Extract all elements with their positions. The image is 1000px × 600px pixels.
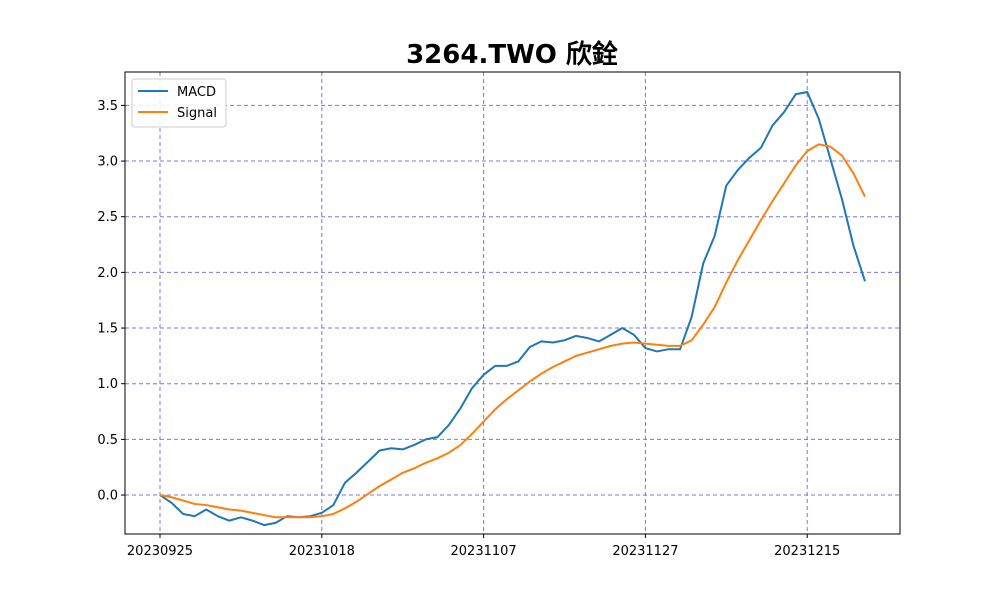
- x-tick-label: 20231018: [289, 544, 355, 559]
- y-tick-label: 2.0: [97, 266, 118, 281]
- x-tick-label: 20230925: [127, 544, 193, 559]
- legend: MACD Signal: [131, 78, 227, 128]
- y-tick-label: 0.0: [97, 489, 118, 504]
- y-tick-label: 0.5: [97, 433, 118, 448]
- y-tick-label: 3.5: [97, 99, 118, 114]
- series-line-macd: [159, 91, 866, 527]
- y-tick-label: 2.5: [97, 210, 118, 225]
- legend-label-macd: MACD: [177, 85, 216, 100]
- y-tick-label: 1.5: [97, 322, 118, 337]
- plot-area: [124, 71, 901, 535]
- y-tick-label: 1.0: [97, 377, 118, 392]
- x-tick-label: 20231215: [774, 544, 840, 559]
- chart-title: 3264.TWO 欣銓: [406, 39, 618, 70]
- x-tick-label: 20231107: [451, 544, 517, 559]
- x-tick-label: 20231127: [612, 544, 678, 559]
- series-line-signal: [159, 143, 866, 519]
- series-lines: [159, 91, 866, 527]
- y-tick-label: 3.0: [97, 155, 118, 170]
- grid: [125, 72, 900, 534]
- axis-ticks: 0.0 0.5 1.0 1.5 2.0 2.5 3.0 3.5 20230925 20231018…: [97, 99, 840, 559]
- legend-label-signal: Signal: [177, 106, 217, 121]
